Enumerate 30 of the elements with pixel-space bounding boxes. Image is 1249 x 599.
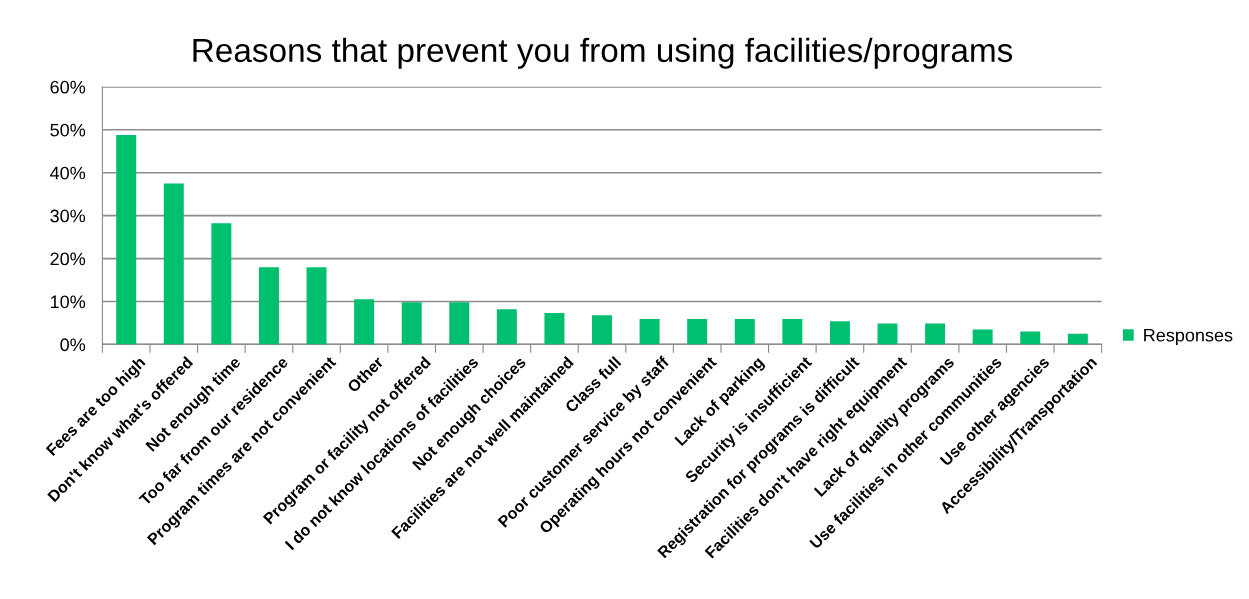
bar xyxy=(116,134,137,345)
bar xyxy=(687,319,708,345)
y-tick-label: 0% xyxy=(60,338,86,352)
bar xyxy=(544,313,565,345)
bar xyxy=(734,319,755,345)
bar xyxy=(449,302,470,345)
bar xyxy=(639,319,660,345)
bar xyxy=(258,267,279,345)
bar xyxy=(1067,333,1088,345)
bar xyxy=(877,323,898,345)
y-tick-label: 50% xyxy=(50,123,86,137)
chart-title: Reasons that prevent you from using facilities/programs xyxy=(193,37,1013,69)
bar xyxy=(211,223,232,345)
bar xyxy=(306,267,327,345)
bar xyxy=(163,183,184,345)
y-tick-label: 60% xyxy=(50,80,86,94)
bar xyxy=(1020,331,1041,345)
y-tick-label: 30% xyxy=(50,209,86,223)
y-tick-label: 40% xyxy=(50,166,86,180)
y-tick-label: 10% xyxy=(50,295,86,309)
bar xyxy=(592,315,613,345)
bar xyxy=(782,319,803,345)
bar xyxy=(829,321,850,345)
legend-label: Responses xyxy=(1144,328,1233,346)
y-tick-label: 20% xyxy=(50,252,86,266)
bar xyxy=(496,309,517,345)
bar xyxy=(925,323,946,345)
bar xyxy=(354,299,375,345)
bar xyxy=(972,329,993,345)
bar xyxy=(401,302,422,345)
